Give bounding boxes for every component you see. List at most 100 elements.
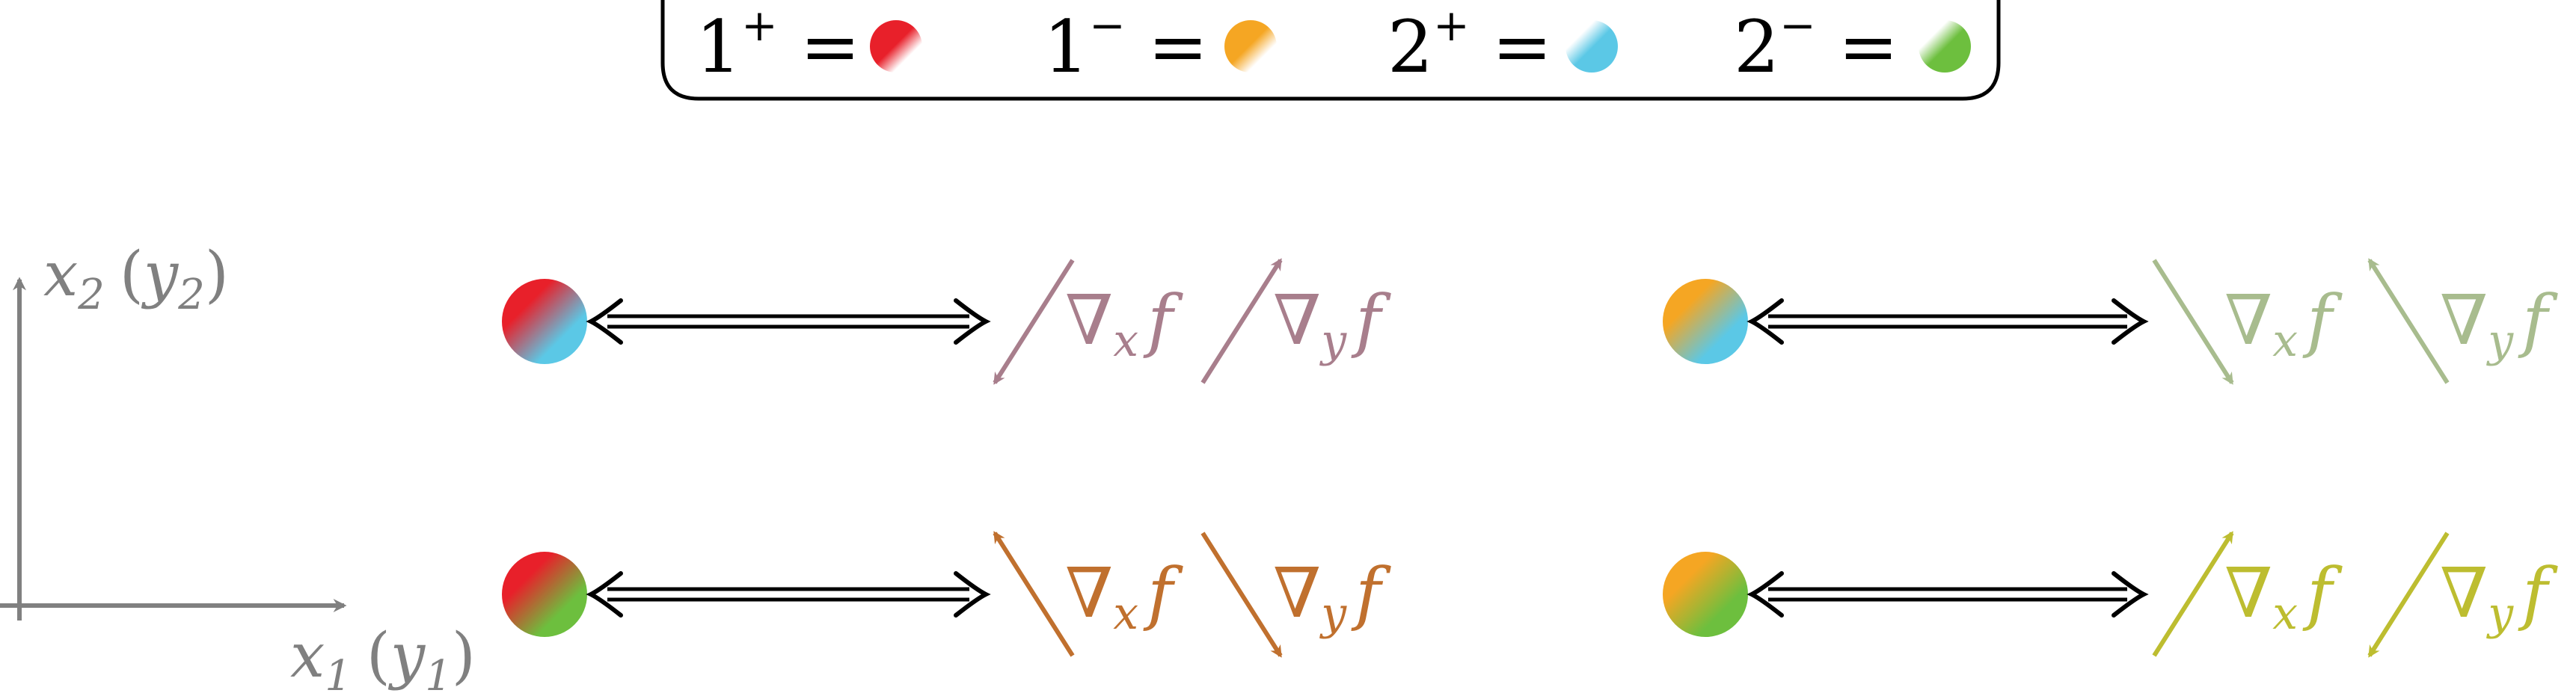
panels: ∇x f ∇y f ∇x f ∇y f∇x f ∇y f ∇x f ∇y f — [502, 258, 2558, 658]
y-axis-alt-sub: 2 — [177, 271, 205, 319]
state-node — [502, 279, 587, 364]
function-symbol: f — [2302, 280, 2343, 360]
y-axis-paren-open: ( — [120, 239, 144, 310]
legend-swatch — [1565, 20, 1618, 73]
grad-x-label: ∇x f — [2224, 280, 2343, 367]
legend-base: 1 — [1043, 5, 1089, 89]
x-axis-paren-open: ( — [367, 621, 390, 692]
legend: 1+ = 1− = 2+ = 2− = — [660, 0, 2001, 101]
double-arrow — [1747, 298, 2149, 345]
legend-sign: + — [741, 0, 778, 51]
double-arrow-head-right — [2112, 298, 2149, 345]
legend-equals: = — [1492, 5, 1552, 89]
legend-label: 2+ = — [1387, 0, 1552, 89]
grad-y-arrow — [1200, 258, 1283, 384]
legend-base: 1 — [696, 5, 741, 89]
x-axis-label: x1 (y1) — [290, 621, 476, 699]
legend-sign: + — [1433, 0, 1470, 51]
grad-y-label: ∇y f — [1273, 280, 1391, 367]
nabla-icon: ∇ — [2224, 280, 2272, 360]
double-arrow-head-left — [586, 571, 623, 618]
legend-item-1minus: 1− = — [1043, 0, 1277, 89]
panel-bottom-left: ∇x f ∇y f — [502, 531, 1391, 658]
function-symbol: f — [1143, 280, 1183, 360]
panel-bottom-right: ∇x f ∇y f — [1663, 531, 2558, 658]
x-axis-alt-sub: 1 — [425, 652, 452, 699]
legend-item-2plus: 2+ = — [1387, 0, 1618, 89]
double-arrow — [586, 571, 991, 618]
gradient-subscript: y — [2485, 588, 2514, 640]
state-node — [502, 552, 587, 637]
grad-x-label: ∇x f — [2224, 553, 2343, 640]
grad-x-label: ∇x f — [1065, 553, 1183, 640]
double-arrow-head-left — [1747, 571, 1784, 618]
nabla-icon: ∇ — [2440, 553, 2488, 633]
state-node — [1663, 279, 1748, 364]
y-axis-var: x — [43, 239, 78, 310]
grad-x-arrow — [2152, 531, 2234, 657]
panel-top-right: ∇x f ∇y f — [1663, 258, 2558, 385]
legend-box — [660, 0, 2001, 101]
legend-sign: − — [1779, 0, 1816, 51]
grad-x-arrow — [993, 259, 1075, 385]
coordinate-axes: x2 (y2) x1 (y1) — [0, 239, 476, 699]
legend-swatch — [870, 20, 922, 73]
grad-y-label: ∇y f — [2440, 280, 2558, 367]
double-arrow-head-left — [586, 298, 623, 345]
y-axis-alt-var: y — [141, 239, 180, 310]
function-symbol: f — [1351, 280, 1391, 360]
double-arrow-head-left — [1747, 298, 1784, 345]
grad-y-arrow — [2367, 258, 2450, 384]
legend-equals: = — [800, 5, 860, 89]
legend-equals: = — [1148, 5, 1208, 89]
x-axis-paren-close: ) — [452, 621, 476, 692]
double-arrow — [1747, 571, 2149, 618]
grad-y-label: ∇y f — [1273, 553, 1391, 640]
nabla-icon: ∇ — [1273, 280, 1321, 360]
legend-item-1plus: 1+ = — [696, 0, 922, 89]
nabla-icon: ∇ — [2224, 553, 2272, 633]
x-axis-alt-var: y — [387, 621, 426, 692]
legend-equals: = — [1839, 5, 1898, 89]
x-axis-sub: 1 — [325, 652, 352, 699]
grad-x-arrow — [2152, 259, 2234, 385]
legend-sign: − — [1089, 0, 1126, 51]
grad-y-label: ∇y f — [2440, 553, 2558, 640]
legend-swatch — [1224, 20, 1277, 73]
grad-x-label: ∇x f — [1065, 280, 1183, 367]
y-axis-paren-close: ) — [205, 239, 229, 310]
legend-label: 1− = — [1043, 0, 1208, 89]
panel-top-left: ∇x f ∇y f — [502, 258, 1391, 385]
double-arrow-head-right — [954, 571, 991, 618]
function-symbol: f — [2302, 553, 2343, 633]
nabla-icon: ∇ — [1065, 280, 1113, 360]
nabla-icon: ∇ — [1065, 553, 1113, 633]
legend-swatch — [1919, 20, 1971, 73]
function-symbol: f — [2518, 280, 2558, 360]
function-symbol: f — [1351, 553, 1391, 633]
double-arrow-head-right — [954, 298, 991, 345]
legend-label: 2− = — [1734, 0, 1898, 89]
gradient-subscript: x — [2272, 588, 2298, 640]
legend-base: 2 — [1387, 5, 1433, 89]
double-arrow-head-right — [2112, 571, 2149, 618]
double-arrow — [586, 298, 991, 345]
nabla-icon: ∇ — [1273, 553, 1321, 633]
gradient-subscript: y — [1319, 315, 1347, 367]
gradient-subscript: x — [1113, 588, 1138, 640]
y-axis-label: x2 (y2) — [43, 239, 229, 319]
gradient-subscript: x — [2272, 315, 2298, 367]
legend-base: 2 — [1734, 5, 1779, 89]
legend-label: 1+ = — [696, 0, 860, 89]
state-node — [1663, 552, 1748, 637]
gradient-subscript: y — [2485, 315, 2514, 367]
grad-y-arrow — [2367, 532, 2450, 658]
gradient-subscript: x — [1113, 315, 1138, 367]
x-axis-var: x — [290, 621, 325, 692]
grad-y-arrow — [1200, 532, 1283, 658]
nabla-icon: ∇ — [2440, 280, 2488, 360]
grad-x-arrow — [993, 531, 1075, 657]
legend-item-2minus: 2− = — [1734, 0, 1971, 89]
function-symbol: f — [2518, 553, 2558, 633]
